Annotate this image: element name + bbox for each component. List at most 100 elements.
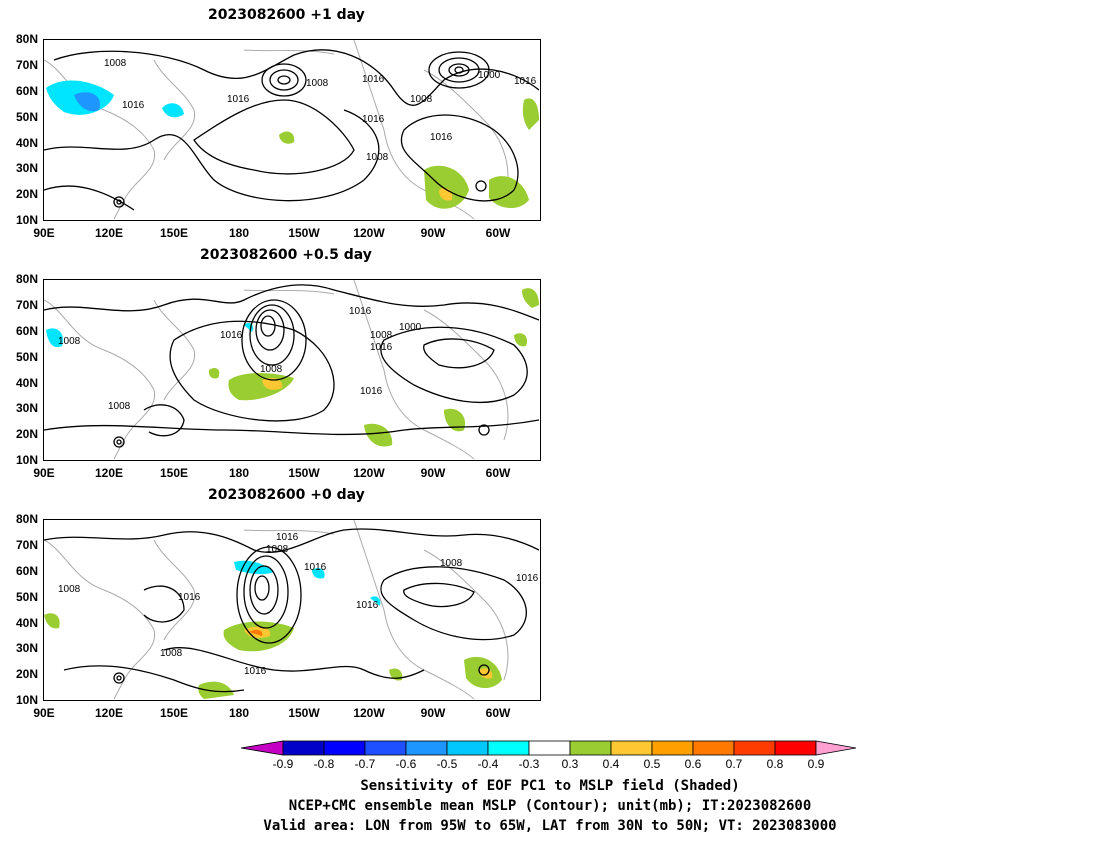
shading bbox=[46, 80, 539, 209]
lat-label: 60N bbox=[15, 84, 38, 98]
lat-label: 70N bbox=[15, 58, 38, 72]
coastlines bbox=[44, 280, 509, 459]
lon-label: 120E bbox=[94, 226, 124, 240]
lon-label: 90E bbox=[33, 466, 55, 480]
colorbar-cell bbox=[364, 740, 407, 756]
svg-text:1016: 1016 bbox=[304, 562, 327, 573]
colorbar-label: 0.6 bbox=[684, 757, 702, 771]
map-panel-3: 1016 1008 1016 1008 1016 1016 1008 1016 … bbox=[43, 519, 541, 701]
lon-label: 90E bbox=[33, 226, 55, 240]
colorbar-label: -0.5 bbox=[436, 757, 458, 771]
lat-label: 40N bbox=[15, 616, 38, 630]
colorbar-cell bbox=[569, 740, 612, 756]
shading bbox=[46, 288, 539, 447]
pressure-contours bbox=[44, 284, 539, 448]
positive-sensitivity-area bbox=[444, 408, 466, 432]
positive-sensitivity-area bbox=[514, 333, 528, 347]
positive-sensitivity-area bbox=[208, 367, 220, 379]
colorbar-cell bbox=[446, 740, 489, 756]
colorbar-label: -0.6 bbox=[395, 757, 417, 771]
shading bbox=[44, 560, 502, 699]
panel1-title: 2023082600 +1 day bbox=[208, 7, 365, 23]
lon-label: 120W bbox=[353, 706, 385, 720]
lon-label: 120W bbox=[353, 466, 385, 480]
colorbar-label: 0.8 bbox=[766, 757, 784, 771]
colorbar-cell bbox=[282, 740, 325, 756]
panel2-title: 2023082600 +0.5 day bbox=[200, 247, 372, 263]
lon-label: 60W bbox=[485, 226, 511, 240]
lon-label: 90E bbox=[33, 706, 55, 720]
svg-text:1008: 1008 bbox=[370, 330, 393, 341]
lon-label: 150E bbox=[159, 706, 189, 720]
lat-label: 30N bbox=[15, 641, 38, 655]
colorbar-label: 0.9 bbox=[807, 757, 825, 771]
svg-text:1008: 1008 bbox=[410, 94, 433, 105]
positive-sensitivity-area bbox=[44, 613, 60, 629]
contour-labels: 1016 1016 1008 1000 1016 1008 1008 1016 … bbox=[58, 306, 422, 412]
panel3-title: 2023082600 +0 day bbox=[208, 487, 365, 503]
colorbar-arrow-right bbox=[815, 740, 857, 756]
lat-label: 10N bbox=[15, 213, 38, 227]
lat-label: 80N bbox=[15, 32, 38, 46]
negative-sensitivity-area bbox=[312, 567, 325, 579]
colorbar-label: 0.4 bbox=[602, 757, 620, 771]
lon-label: 180 bbox=[228, 466, 250, 480]
svg-text:1016: 1016 bbox=[349, 306, 372, 317]
lat-label: 20N bbox=[15, 427, 38, 441]
lat-label: 70N bbox=[15, 298, 38, 312]
svg-text:1016: 1016 bbox=[220, 330, 243, 341]
caption-line-1: Sensitivity of EOF PC1 to MSLP field (Sh… bbox=[360, 778, 740, 794]
lat-label: 50N bbox=[15, 110, 38, 124]
colorbar-swatches bbox=[240, 740, 857, 756]
lat-label: 20N bbox=[15, 667, 38, 681]
positive-sensitivity-area bbox=[364, 423, 393, 447]
positive-sensitivity-core bbox=[249, 629, 263, 636]
pressure-contours bbox=[44, 528, 539, 693]
lat-label: 80N bbox=[15, 512, 38, 526]
lat-label: 20N bbox=[15, 187, 38, 201]
lon-label: 150W bbox=[288, 706, 320, 720]
map-panel-2: 1016 1016 1008 1000 1016 1008 1008 1016 … bbox=[43, 279, 541, 461]
svg-text:1016: 1016 bbox=[362, 114, 385, 125]
colorbar-label: -0.9 bbox=[272, 757, 294, 771]
lat-label: 40N bbox=[15, 136, 38, 150]
map-panel-1: 1008 1016 1008 1016 1016 1000 1016 1008 … bbox=[43, 39, 541, 221]
positive-sensitivity-area bbox=[489, 176, 529, 209]
svg-text:1016: 1016 bbox=[244, 666, 267, 677]
svg-text:1016: 1016 bbox=[356, 600, 379, 611]
colorbar-cell bbox=[528, 740, 571, 756]
caption-line-3: Valid area: LON from 95W to 65W, LAT fro… bbox=[263, 818, 837, 834]
svg-text:1008: 1008 bbox=[366, 152, 389, 163]
lat-label: 30N bbox=[15, 161, 38, 175]
svg-text:1016: 1016 bbox=[370, 342, 393, 353]
colorbar-label: 0.5 bbox=[643, 757, 661, 771]
negative-sensitivity-core bbox=[74, 92, 100, 112]
lon-label: 90W bbox=[420, 466, 446, 480]
lat-label: 70N bbox=[15, 538, 38, 552]
svg-text:1016: 1016 bbox=[516, 573, 539, 584]
positive-sensitivity-area bbox=[279, 131, 295, 144]
colorbar-arrow-left bbox=[240, 740, 284, 756]
lon-label: 150E bbox=[159, 466, 189, 480]
colorbar-label: -0.7 bbox=[354, 757, 376, 771]
colorbar-label: -0.4 bbox=[477, 757, 499, 771]
lon-label: 150E bbox=[159, 226, 189, 240]
svg-text:1016: 1016 bbox=[360, 386, 383, 397]
lon-label: 180 bbox=[228, 706, 250, 720]
colorbar-cell bbox=[323, 740, 366, 756]
negative-sensitivity-area bbox=[162, 103, 184, 118]
svg-text:1008: 1008 bbox=[306, 78, 329, 89]
svg-text:1016: 1016 bbox=[122, 100, 145, 111]
svg-text:1008: 1008 bbox=[58, 336, 81, 347]
lat-label: 60N bbox=[15, 324, 38, 338]
pressure-contours bbox=[44, 49, 539, 211]
positive-sensitivity-area bbox=[522, 98, 539, 130]
lon-label: 90W bbox=[420, 226, 446, 240]
positive-sensitivity-area bbox=[522, 288, 539, 308]
negative-sensitivity-area bbox=[370, 596, 381, 606]
lon-label: 150W bbox=[288, 466, 320, 480]
positive-sensitivity-core bbox=[262, 378, 283, 390]
lat-label: 10N bbox=[15, 453, 38, 467]
lon-label: 90W bbox=[420, 706, 446, 720]
coastlines bbox=[44, 520, 509, 699]
